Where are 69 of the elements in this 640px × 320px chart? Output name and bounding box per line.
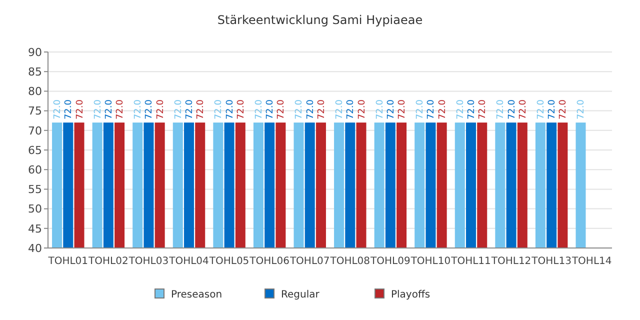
x-tick-label: TOHL10 bbox=[410, 256, 451, 267]
y-tick-label: 40 bbox=[28, 242, 42, 255]
x-tick-label: TOHL13 bbox=[530, 256, 572, 267]
y-tick-label: 90 bbox=[28, 46, 42, 59]
x-tick-label: TOHL05 bbox=[208, 256, 250, 267]
data-label: 72.0 bbox=[426, 99, 437, 120]
y-tick-label: 60 bbox=[28, 163, 42, 176]
x-tick-label: TOHL02 bbox=[88, 256, 128, 267]
data-label: 72.0 bbox=[254, 99, 264, 120]
legend-label: Regular bbox=[281, 290, 320, 300]
data-label: 72.0 bbox=[144, 99, 155, 120]
chart-title: Stärkeentwicklung Sami Hypiaeae bbox=[217, 13, 423, 27]
data-label: 72.0 bbox=[416, 99, 426, 120]
x-tick-label: TOHL06 bbox=[248, 256, 290, 267]
data-label: 72.0 bbox=[438, 99, 448, 120]
legend-label: Preseason bbox=[171, 290, 222, 300]
data-label: 72.0 bbox=[185, 99, 195, 120]
data-label: 72.0 bbox=[174, 99, 184, 120]
data-label: 72.0 bbox=[93, 99, 104, 120]
x-tick-label: TOHL12 bbox=[490, 256, 532, 267]
data-label: 72.0 bbox=[398, 99, 408, 120]
x-tick-label: TOHL09 bbox=[370, 256, 410, 267]
data-label: 72.0 bbox=[496, 99, 506, 120]
y-tick-label: 50 bbox=[28, 202, 42, 216]
data-label: 72.0 bbox=[276, 99, 287, 120]
y-tick-label: 80 bbox=[28, 85, 42, 98]
data-label: 72.0 bbox=[346, 99, 356, 120]
data-label: 72.0 bbox=[357, 99, 368, 120]
data-label: 72.0 bbox=[75, 99, 86, 120]
data-label: 72.0 bbox=[467, 99, 477, 120]
data-label: 72.0 bbox=[266, 99, 276, 120]
data-label: 72.0 bbox=[335, 99, 346, 120]
x-tick-label: TOHL11 bbox=[450, 256, 491, 267]
data-label: 72.0 bbox=[116, 99, 126, 120]
data-label: 72.0 bbox=[375, 99, 386, 120]
y-tick-label: 55 bbox=[28, 183, 42, 196]
data-label: 72.0 bbox=[478, 99, 488, 120]
legend-label: Playoffs bbox=[391, 290, 430, 300]
data-label: 72.0 bbox=[558, 99, 569, 120]
x-tick-label: TOHL01 bbox=[47, 256, 88, 267]
x-tick-label: TOHL08 bbox=[329, 256, 370, 267]
x-tick-label: TOHL14 bbox=[570, 256, 612, 267]
data-label: 72.0 bbox=[64, 99, 74, 120]
x-tick-label: TOHL07 bbox=[288, 256, 330, 267]
data-label: 72.0 bbox=[225, 99, 236, 120]
data-label: 72.0 bbox=[134, 99, 144, 120]
data-label: 72.0 bbox=[196, 99, 206, 120]
x-tick-label: TOHL03 bbox=[128, 256, 169, 267]
y-tick-label: 65 bbox=[28, 144, 42, 157]
data-label: 72.0 bbox=[576, 99, 587, 120]
data-label: 72.0 bbox=[456, 99, 466, 120]
data-label: 72.0 bbox=[316, 99, 327, 120]
x-tick-label: TOHL04 bbox=[168, 256, 209, 267]
data-label: 72.0 bbox=[518, 99, 528, 120]
data-label: 72.0 bbox=[548, 99, 558, 120]
data-label: 72.0 bbox=[507, 99, 518, 120]
data-label: 72.0 bbox=[294, 99, 305, 120]
data-label: 72.0 bbox=[386, 99, 396, 120]
data-label: 72.0 bbox=[156, 99, 166, 120]
data-label: 72.0 bbox=[536, 99, 546, 120]
data-label: 72.0 bbox=[236, 99, 246, 120]
data-label: 72.0 bbox=[104, 99, 114, 120]
y-tick-label: 45 bbox=[28, 222, 42, 236]
y-tick-label: 75 bbox=[28, 104, 42, 118]
data-label: 72.0 bbox=[53, 99, 64, 120]
data-label: 72.0 bbox=[306, 99, 316, 120]
y-tick-label: 85 bbox=[28, 65, 42, 78]
y-tick-label: 70 bbox=[28, 124, 42, 138]
data-label: 72.0 bbox=[214, 99, 224, 120]
